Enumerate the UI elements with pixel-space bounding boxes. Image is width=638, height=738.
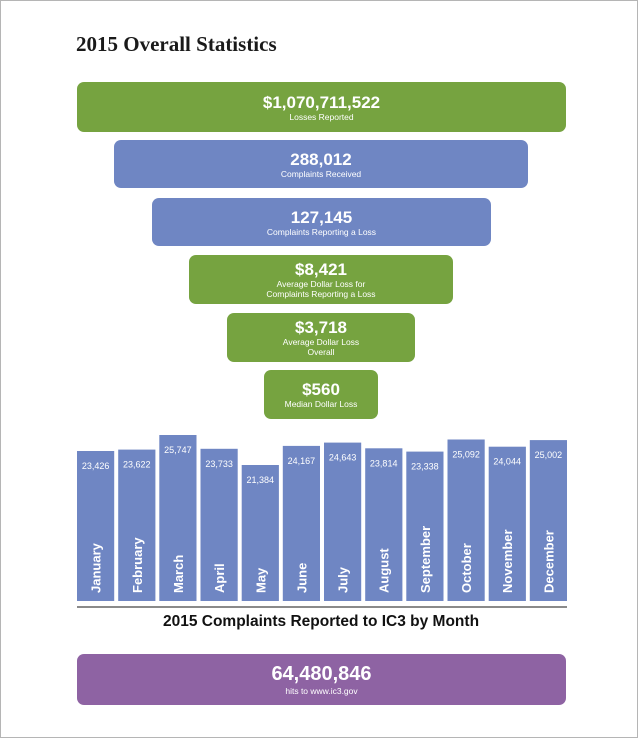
chart-title: 2015 Complaints Reported to IC3 by Month bbox=[162, 613, 480, 630]
category-label: September bbox=[418, 526, 433, 593]
stat-value: $8,421 bbox=[295, 260, 347, 279]
stat-label: Median Dollar Loss bbox=[284, 399, 358, 409]
hits-label: hits to www.ic3.gov bbox=[285, 686, 358, 696]
bar-november bbox=[488, 446, 526, 601]
value-label: 25,747 bbox=[164, 445, 192, 455]
bar-april bbox=[200, 448, 238, 601]
value-label: 23,338 bbox=[411, 462, 439, 472]
bar-december bbox=[529, 440, 567, 601]
category-label: August bbox=[377, 548, 392, 593]
stat-average-loss-overall: $3,718 Average Dollar Loss Overall bbox=[227, 313, 415, 362]
stat-value: $560 bbox=[302, 380, 340, 399]
stat-label-line1: Average Dollar Loss bbox=[282, 337, 360, 347]
category-label: November bbox=[500, 529, 515, 593]
hits-value: 64,480,846 bbox=[271, 663, 372, 685]
value-label: 23,622 bbox=[123, 460, 151, 470]
stat-value: 127,145 bbox=[290, 207, 353, 227]
bar-may bbox=[241, 465, 279, 601]
bar-june bbox=[282, 445, 320, 601]
stat-label-line2: Overall bbox=[307, 347, 335, 357]
stat-complaints-reporting-loss: 127,145 Complaints Reporting a Loss bbox=[152, 198, 491, 246]
stat-label: Losses Reported bbox=[289, 111, 354, 122]
category-label: October bbox=[459, 543, 474, 593]
stat-value: 288,012 bbox=[290, 149, 352, 169]
value-label: 25,002 bbox=[535, 450, 563, 460]
value-label: 24,643 bbox=[329, 453, 357, 463]
stat-median-loss: $560 Median Dollar Loss bbox=[264, 370, 378, 419]
stat-label: Complaints Reporting a Loss bbox=[266, 226, 377, 237]
category-label: July bbox=[336, 566, 351, 593]
bar-march bbox=[159, 435, 197, 601]
stat-value: $3,718 bbox=[295, 318, 347, 337]
category-label: June bbox=[294, 563, 309, 593]
stat-label: Complaints Received bbox=[280, 168, 362, 179]
bar-august bbox=[365, 448, 403, 601]
bar-october bbox=[447, 439, 485, 601]
value-label: 23,733 bbox=[205, 459, 233, 469]
value-label: 23,426 bbox=[82, 461, 110, 471]
page-title: 2015 Overall Statistics bbox=[76, 32, 277, 56]
category-label: January bbox=[89, 542, 104, 593]
stat-label-line2: Complaints Reporting a Loss bbox=[266, 289, 376, 299]
bar-february bbox=[118, 449, 156, 601]
category-label: February bbox=[130, 537, 145, 593]
stat-losses-reported: $1,070,711,522 Losses Reported bbox=[77, 82, 566, 132]
category-label: April bbox=[212, 563, 227, 593]
stat-average-loss-reporting: $8,421 Average Dollar Loss for Complaint… bbox=[189, 255, 453, 304]
category-label: March bbox=[171, 555, 186, 593]
bar-january bbox=[77, 451, 115, 601]
stat-label-line1: Average Dollar Loss for bbox=[276, 279, 366, 289]
stat-complaints-received: 288,012 Complaints Received bbox=[114, 140, 528, 188]
value-label: 23,814 bbox=[370, 458, 398, 468]
category-label: December bbox=[541, 530, 556, 593]
stat-website-hits: 64,480,846 hits to www.ic3.gov bbox=[77, 654, 566, 705]
bar-september bbox=[406, 451, 444, 601]
value-label: 25,092 bbox=[452, 450, 480, 460]
value-label: 24,044 bbox=[493, 457, 521, 467]
stat-value: $1,070,711,522 bbox=[262, 92, 381, 112]
monthly-complaints-chart: 23,426 January 23,622 February 25,747 March 23… bbox=[77, 435, 567, 608]
value-label: 21,384 bbox=[247, 475, 275, 485]
category-label: May bbox=[253, 567, 268, 593]
bar-july bbox=[324, 442, 362, 601]
value-label: 24,167 bbox=[288, 456, 316, 466]
